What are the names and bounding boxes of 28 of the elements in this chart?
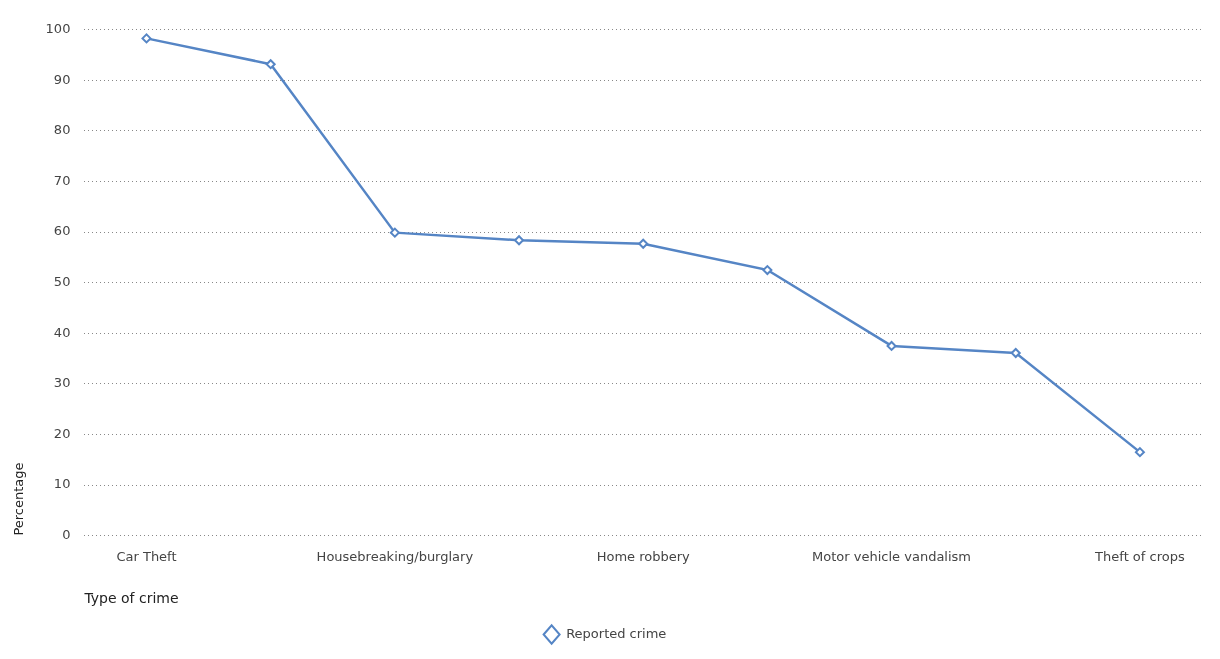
x-tick-label: Motor vehicle vandalism	[812, 548, 972, 564]
point	[638, 238, 649, 249]
point	[141, 33, 152, 44]
y-tick-label: 90	[53, 71, 71, 87]
x-axis-title: Type of crime	[83, 590, 179, 607]
point	[514, 235, 525, 246]
y-tick-label: 20	[53, 425, 71, 441]
y-tick-label: 10	[53, 476, 71, 492]
point	[1010, 348, 1021, 359]
y-tick-label: 80	[53, 122, 71, 138]
x-tick-label: Housebreaking/burglary	[316, 548, 474, 564]
y-tick-label: 40	[53, 324, 71, 340]
y-tick-label: 60	[53, 223, 71, 239]
y-tick-label: 50	[53, 274, 71, 290]
y-axis-title: Percentage	[11, 462, 27, 536]
point	[389, 227, 400, 238]
x-tick-label: Theft of crops	[1094, 548, 1185, 564]
point	[1134, 447, 1145, 458]
y-tick-label: 0	[62, 526, 71, 542]
y-tick-label: 100	[45, 21, 71, 37]
point	[265, 59, 276, 70]
x-tick-label: Home robbery	[596, 548, 691, 564]
y-tick-label: 70	[53, 172, 71, 188]
x-tick-label: Car Theft	[116, 548, 177, 564]
y-tick-label: 30	[53, 375, 71, 391]
point	[762, 265, 773, 276]
point	[886, 340, 897, 351]
legend-label: Reported crime	[566, 625, 667, 641]
